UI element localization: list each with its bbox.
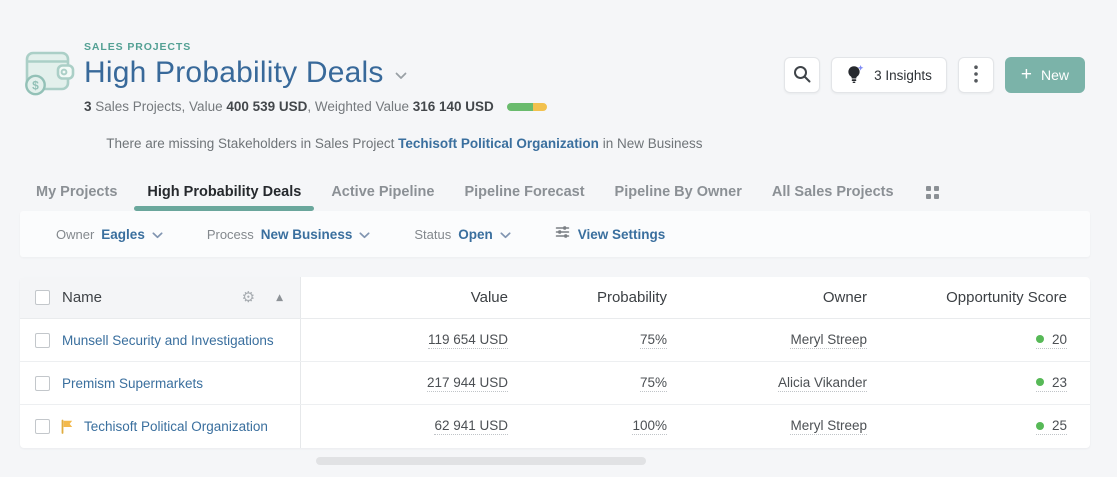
probability-cell[interactable]: 100% — [632, 418, 667, 435]
insights-label: 3 Insights — [874, 67, 932, 83]
owner-cell[interactable]: Meryl Streep — [790, 331, 867, 349]
tab-high-probability-deals[interactable]: High Probability Deals — [134, 184, 315, 211]
chevron-down-icon — [359, 231, 370, 239]
filter-value: Eagles — [101, 226, 145, 242]
stakeholder-alert: There are missing Stakeholders in Sales … — [106, 136, 703, 151]
svg-text:$: $ — [32, 78, 39, 92]
sliders-icon — [555, 225, 570, 244]
project-name-link[interactable]: Premism Supermarkets — [62, 375, 204, 391]
column-settings-gear-icon[interactable]: ⚙ — [241, 288, 256, 306]
filter-value: Open — [458, 226, 493, 242]
table-header-row: Name ⚙ ▲ Value Probability Owner Opportu… — [20, 277, 1090, 319]
title-dropdown-icon[interactable] — [395, 67, 407, 85]
filter-owner[interactable]: Owner Eagles — [56, 227, 163, 242]
value-cell[interactable]: 217 944 USD — [426, 374, 508, 392]
chevron-down-icon — [500, 231, 511, 239]
row-checkbox[interactable] — [35, 375, 50, 391]
tab-my-projects[interactable]: My Projects — [36, 184, 118, 200]
filter-label: Process — [206, 226, 254, 242]
column-header-value[interactable]: Value — [470, 289, 508, 306]
filter-bar: Owner Eagles Process New Business Status Open… — [20, 211, 1090, 257]
score-status-dot — [1035, 421, 1044, 430]
view-tabs: My Projects High Probability Deals Active … — [36, 184, 939, 211]
probability-cell[interactable]: 75% — [639, 331, 667, 349]
column-header-owner[interactable]: Owner — [822, 289, 867, 306]
filter-process[interactable]: Process New Business — [207, 227, 371, 242]
search-button[interactable] — [784, 57, 821, 93]
opportunity-score-cell[interactable]: 25 — [1035, 418, 1067, 435]
filter-label: Owner — [56, 226, 95, 242]
projects-count: 3 — [84, 99, 92, 114]
weighted-value-bar — [506, 102, 547, 111]
column-header-name[interactable]: Name — [62, 289, 103, 306]
score-status-dot — [1035, 335, 1044, 343]
filter-status[interactable]: Status Open — [414, 226, 511, 242]
page-title: High Probability Deals — [84, 56, 384, 89]
opportunity-score-cell[interactable]: 23 — [1035, 374, 1067, 392]
alert-project-link[interactable]: Techisoft Political Organization — [398, 136, 599, 151]
opportunity-score-cell[interactable]: 20 — [1035, 331, 1067, 349]
chevron-down-icon — [152, 231, 163, 239]
score-value: 23 — [1051, 374, 1067, 390]
probability-cell[interactable]: 75% — [639, 374, 667, 392]
horizontal-scrollbar-thumb[interactable] — [316, 457, 646, 465]
flag-icon — [60, 419, 74, 434]
row-checkbox[interactable] — [35, 419, 50, 434]
header-actions: 3 Insights + New — [784, 57, 1085, 93]
value-cell[interactable]: 119 654 USD — [427, 331, 508, 349]
row-checkbox[interactable] — [35, 332, 50, 348]
sort-ascending-icon[interactable]: ▲ — [276, 292, 283, 303]
table-row: Premism Supermarkets 217 944 USD 75% Alicia… — [20, 362, 1090, 405]
more-views-grid-icon[interactable] — [925, 185, 939, 199]
weighted-value: 316 140 USD — [412, 99, 494, 114]
column-header-probability[interactable]: Probability — [596, 289, 667, 306]
tab-pipeline-by-owner[interactable]: Pipeline By Owner — [614, 184, 742, 200]
score-value: 25 — [1051, 418, 1067, 433]
insights-bulb-icon — [846, 64, 865, 87]
deals-table: Name ⚙ ▲ Value Probability Owner Opportu… — [20, 277, 1090, 448]
kebab-menu-icon — [974, 64, 978, 86]
project-name-link[interactable]: Munsell Security and Investigations — [62, 332, 274, 348]
score-status-dot — [1035, 378, 1044, 386]
filter-value: New Business — [260, 226, 353, 242]
select-all-checkbox[interactable] — [35, 290, 50, 305]
module-label: SALES PROJECTS — [84, 41, 192, 53]
score-value: 20 — [1051, 331, 1067, 347]
value-cell[interactable]: 62 941 USD — [434, 418, 508, 435]
owner-cell[interactable]: Alicia Vikander — [777, 374, 867, 392]
summary-line: 3 Sales Projects, Value 400 539 USD, Wei… — [84, 99, 702, 114]
column-header-opportunity-score[interactable]: Opportunity Score — [946, 289, 1067, 306]
more-options-button[interactable] — [957, 57, 994, 93]
owner-cell[interactable]: Meryl Streep — [790, 418, 867, 435]
tab-active-pipeline[interactable]: Active Pipeline — [331, 184, 435, 200]
plus-icon: + — [1020, 63, 1032, 85]
sales-projects-wallet-icon: $ — [20, 44, 76, 100]
tab-pipeline-forecast[interactable]: Pipeline Forecast — [464, 184, 585, 200]
project-name-link[interactable]: Techisoft Political Organization — [84, 419, 268, 434]
new-button[interactable]: + New — [1004, 57, 1085, 93]
view-settings-label: View Settings — [577, 226, 666, 242]
insights-button[interactable]: 3 Insights — [831, 57, 947, 93]
search-icon — [793, 65, 811, 86]
tab-all-sales-projects[interactable]: All Sales Projects — [771, 184, 894, 200]
table-row: Techisoft Political Organization 62 941 U… — [20, 405, 1090, 448]
filter-label: Status — [414, 226, 452, 242]
new-button-label: New — [1040, 67, 1069, 83]
view-settings-button[interactable]: View Settings — [555, 225, 666, 244]
table-row: Munsell Security and Investigations 119 6… — [20, 319, 1090, 362]
total-value: 400 539 USD — [226, 99, 308, 114]
